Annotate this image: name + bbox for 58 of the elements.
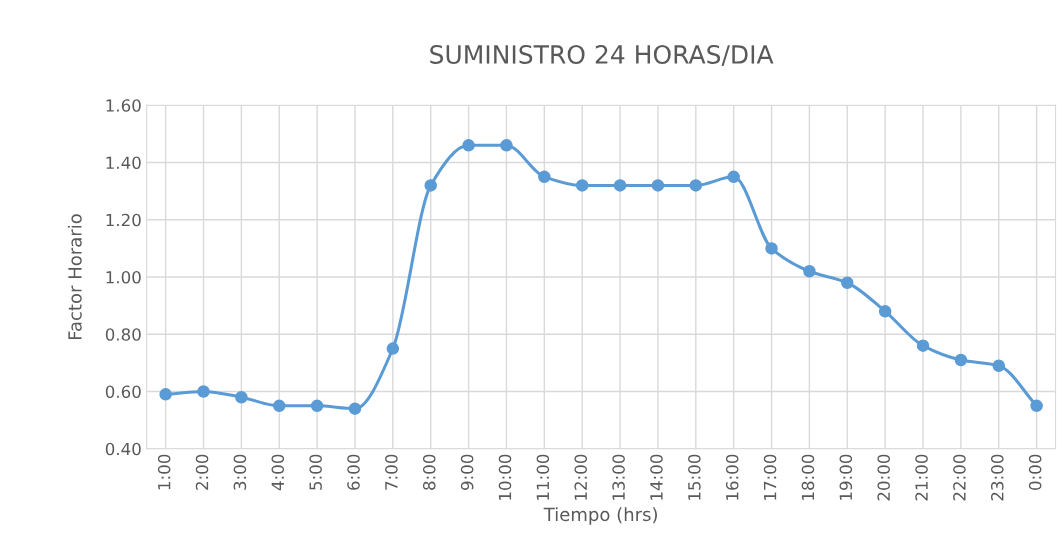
x-tick-label: 19:00: [839, 454, 853, 500]
x-tick-label: 0:00: [1028, 454, 1042, 490]
point: [992, 359, 1006, 372]
point: [613, 179, 627, 192]
point: [197, 385, 210, 398]
x-tick-label: 12:00: [574, 454, 588, 500]
x-tick-label: 14:00: [650, 454, 663, 500]
point: [689, 179, 703, 192]
x-tick-label: 6:00: [347, 454, 360, 490]
point: [916, 339, 930, 352]
y-tick-label: 0.60: [105, 385, 141, 399]
point: [954, 353, 968, 367]
x-tick-label: 20:00: [877, 454, 890, 501]
x-tick-label: 1:00: [157, 454, 171, 490]
y-tick-label: 1.20: [106, 213, 141, 227]
point: [878, 305, 892, 318]
point: [310, 399, 324, 413]
x-tick-label: 18:00: [801, 454, 815, 500]
x-axis-title: Tiempo (hrs): [543, 507, 657, 525]
point: [235, 390, 248, 404]
y-tick-label: 0.80: [105, 328, 141, 341]
x-tick-label: 2:00: [195, 454, 209, 490]
point: [841, 276, 854, 289]
point: [348, 402, 362, 415]
point: [803, 265, 816, 278]
point: [575, 179, 589, 192]
point: [159, 388, 172, 401]
x-tick-label: 9:00: [460, 454, 474, 490]
x-tick-label: 7:00: [385, 454, 398, 490]
point: [272, 399, 286, 413]
y-tick-label: 1.00: [106, 270, 141, 284]
point: [727, 170, 740, 184]
point: [462, 139, 475, 152]
point: [538, 170, 551, 184]
point: [424, 179, 437, 192]
x-tick-label: 23:00: [990, 454, 1004, 501]
x-tick-label: 17:00: [763, 454, 777, 500]
x-tick-label: 10:00: [498, 454, 512, 500]
x-tick-label: 4:00: [271, 454, 285, 491]
x-tick-label: 13:00: [612, 454, 625, 500]
y-axis-title: Factor Horario: [67, 214, 82, 340]
x-tick-label: 8:00: [422, 454, 436, 490]
y-tick-label: 1.60: [106, 99, 141, 112]
x-tick-label: 21:00: [915, 454, 928, 501]
x-tick-label: 15:00: [688, 454, 701, 500]
point: [651, 179, 665, 192]
x-tick-label: 22:00: [953, 454, 966, 501]
y-tick-label: 1.40: [106, 156, 141, 170]
x-tick-label: 16:00: [725, 454, 739, 500]
x-tick-label: 11:00: [536, 454, 550, 500]
point: [1030, 399, 1043, 413]
y-tick-label: 0.40: [105, 442, 141, 456]
point: [765, 242, 778, 255]
x-tick-label: 3:00: [233, 454, 247, 490]
point: [500, 139, 513, 152]
point: [386, 342, 400, 355]
chart-title: SUMINISTRO 24 HORAS/DIA: [430, 45, 774, 66]
x-tick-label: 5:00: [309, 454, 322, 490]
